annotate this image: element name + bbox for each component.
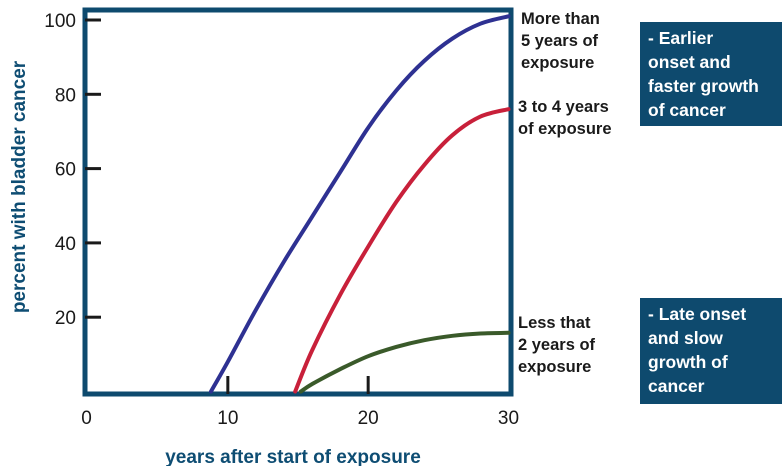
y-tick-label: 80 [55, 85, 76, 106]
y-tick-label: 20 [55, 308, 76, 329]
series-line-more-than-5-years [209, 14, 511, 394]
series-label-more-than-5-years: More than 5 years of exposure [521, 10, 600, 72]
series-label-less-than-2-years: Less that 2 years of exposure [518, 314, 596, 376]
series-label-3-to-4-years: 3 to 4 years of exposure [518, 98, 612, 138]
x-axis-title: years after start of exposure [165, 447, 421, 466]
y-axis-title: percent with bladder cancer [9, 60, 30, 313]
annotation-early-onset: - Earlier onset and faster growth of can… [640, 22, 782, 126]
x-axis-ticks: 0 10 20 30 [81, 376, 519, 429]
y-tick-label: 60 [55, 160, 76, 181]
x-tick-label: 0 [81, 408, 92, 429]
x-tick-label: 20 [358, 408, 379, 429]
y-axis-ticks: 20 40 60 80 100 [44, 11, 101, 329]
y-tick-label: 40 [55, 234, 76, 255]
x-tick-label: 10 [217, 408, 238, 429]
series-lines [209, 14, 511, 394]
plot-frame [82, 7, 514, 397]
annotation-late-onset: - Late onset and slow growth of cancer [640, 298, 782, 404]
x-tick-label: 30 [498, 408, 519, 429]
series-line-3-to-4-years [293, 107, 511, 394]
y-tick-label: 100 [44, 11, 76, 32]
series-line-less-than-2-years [298, 330, 511, 394]
